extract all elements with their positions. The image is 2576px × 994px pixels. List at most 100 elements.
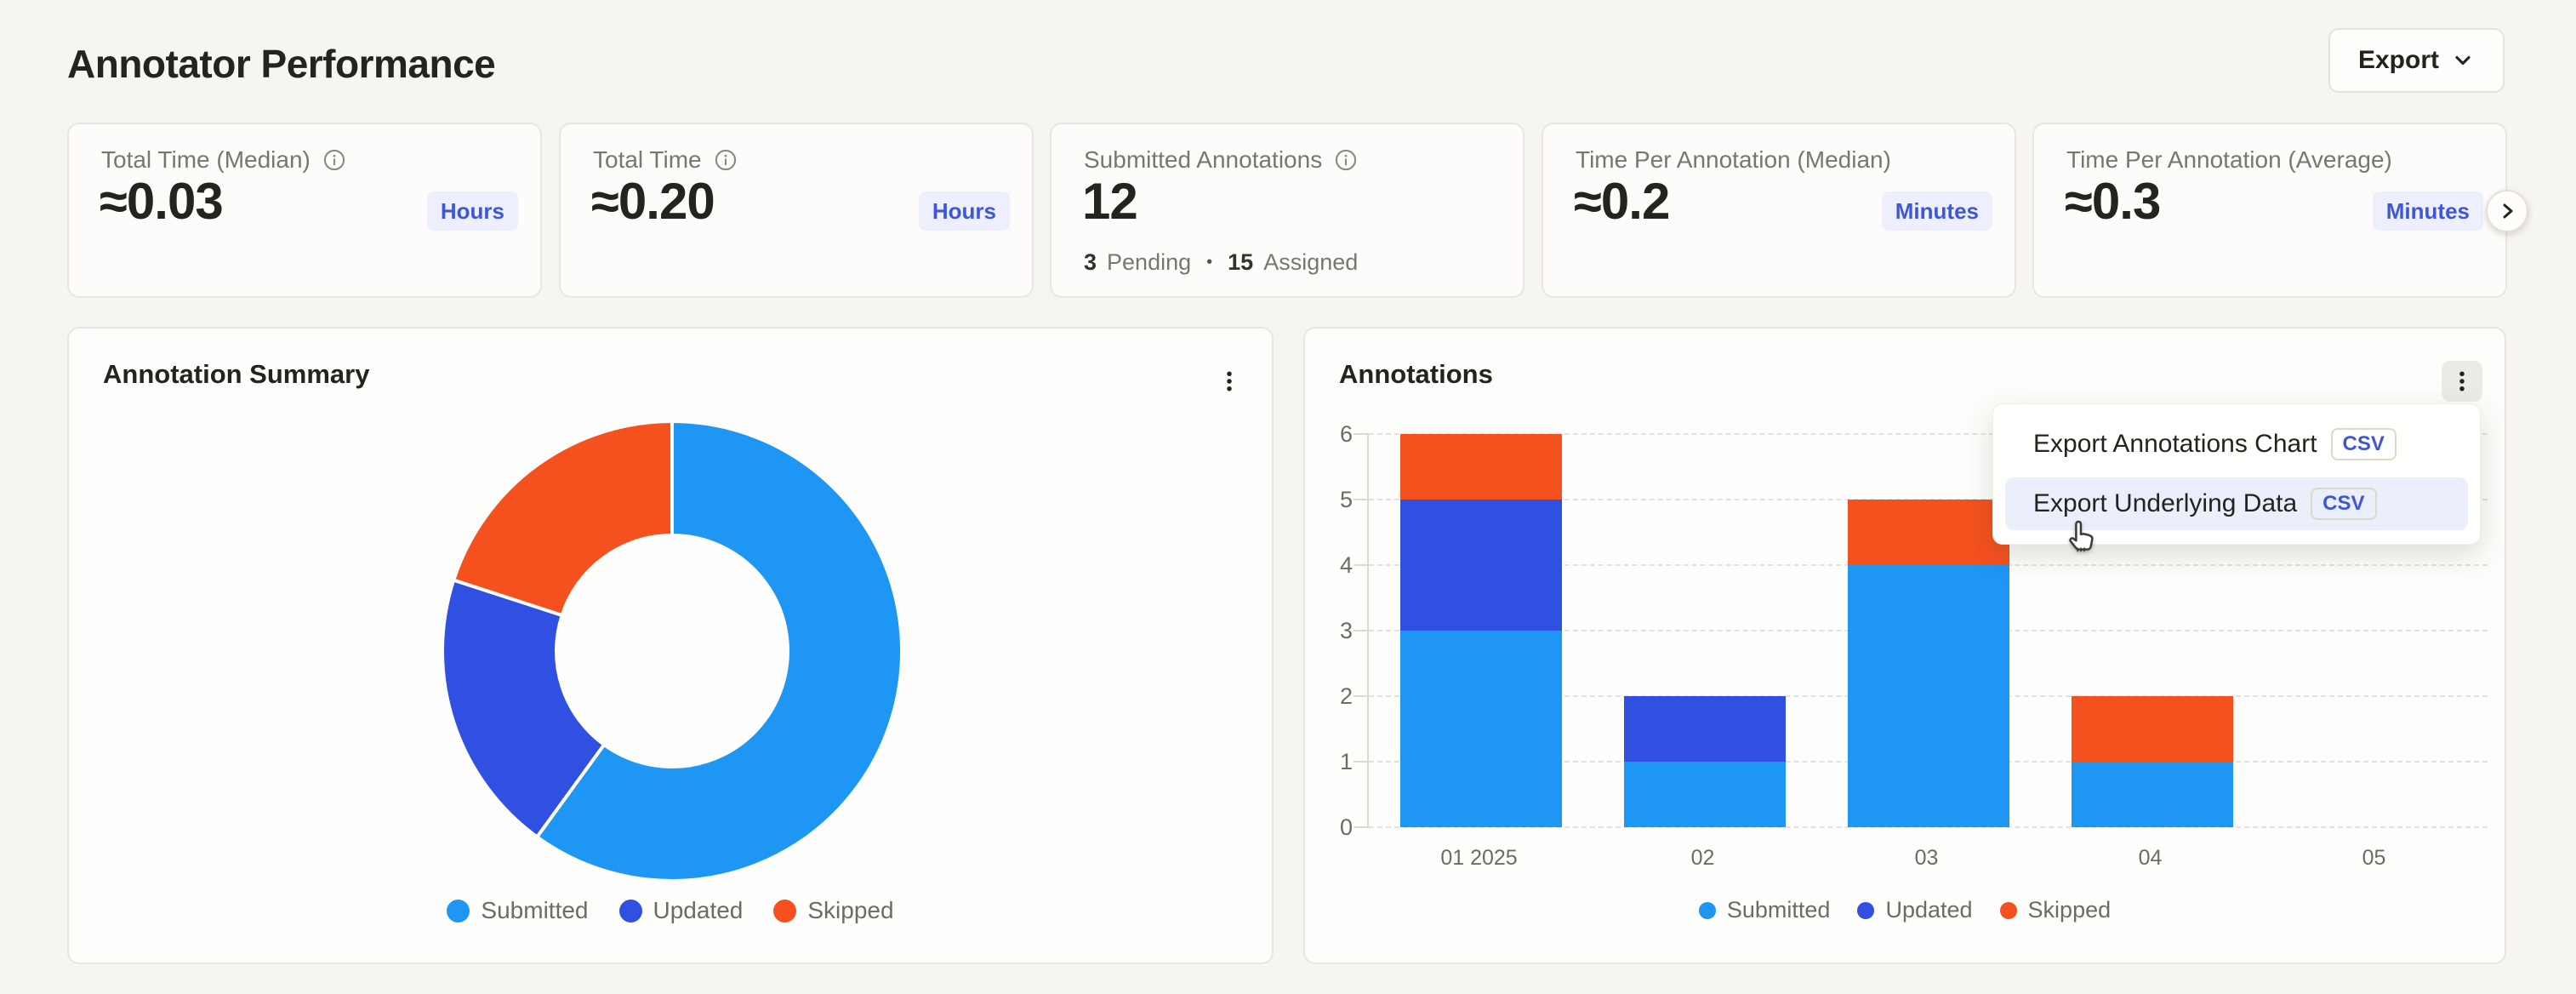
annotations-menu-button[interactable] bbox=[2442, 361, 2482, 402]
hand-cursor-icon bbox=[2062, 517, 2101, 557]
tick-y-0 bbox=[1354, 826, 1369, 828]
skipped-color-dot bbox=[1999, 901, 2017, 919]
annotation-summary-card: Annotation Summary Submitted Updated Ski… bbox=[67, 327, 1274, 964]
info-icon[interactable] bbox=[1334, 148, 1358, 172]
assigned-count: 15 bbox=[1228, 249, 1254, 275]
legend-label: Skipped bbox=[807, 897, 894, 923]
x-tick-label-02: 02 bbox=[1690, 846, 1715, 870]
kpi-footer: 3 Pending • 15 Assigned bbox=[1084, 249, 1358, 276]
kpi-value: 12 bbox=[1082, 173, 1138, 230]
kpi-card-time-per-annotation-median: Time Per Annotation (Median) ≈0.2 Minute… bbox=[1542, 123, 2016, 298]
export-button-label: Export bbox=[2357, 46, 2439, 74]
legend-label: Updated bbox=[653, 897, 744, 923]
bar-segment-submitted[interactable] bbox=[1399, 631, 1562, 827]
menu-item-export-annotations-chart[interactable]: Export Annotations Chart CSV bbox=[2005, 418, 2468, 471]
legend-item-skipped[interactable]: Skipped bbox=[773, 897, 894, 924]
annotations-title: Annotations bbox=[1339, 359, 1493, 389]
tick-y-6 bbox=[1354, 433, 1369, 435]
bar-02[interactable] bbox=[1623, 696, 1786, 827]
kpi-unit-badge: Hours bbox=[426, 191, 518, 231]
legend-item-updated[interactable]: Updated bbox=[618, 897, 744, 924]
menu-item-label: Export Underlying Data bbox=[2033, 489, 2298, 517]
x-tick-label-04: 04 bbox=[2138, 846, 2163, 870]
kpi-value: ≈0.2 bbox=[1574, 173, 1670, 230]
carousel-next-button[interactable] bbox=[2486, 190, 2528, 232]
x-tick-label-05: 05 bbox=[2362, 846, 2386, 870]
legend-item-submitted[interactable]: Submitted bbox=[447, 897, 589, 924]
kpi-label: Time Per Annotation (Median) bbox=[1576, 146, 1891, 173]
bar-segment-submitted[interactable] bbox=[2071, 762, 2233, 827]
legend-item-skipped[interactable]: Skipped bbox=[1999, 897, 2112, 923]
kpi-card-total-time: Total Time ≈0.20 Hours bbox=[559, 123, 1034, 298]
bar-segment-skipped[interactable] bbox=[2071, 696, 2233, 762]
kpi-value: ≈0.03 bbox=[100, 173, 224, 230]
y-tick-label-6: 6 bbox=[1339, 421, 1353, 447]
y-tick-label-2: 2 bbox=[1339, 683, 1353, 709]
kpi-label: Total Time (Median) bbox=[101, 146, 311, 173]
x-tick-label-01-2025: 01 2025 bbox=[1440, 846, 1518, 870]
donut-segment-skipped[interactable] bbox=[451, 419, 674, 618]
info-icon[interactable] bbox=[714, 148, 738, 172]
bar-01-2025[interactable] bbox=[1399, 434, 1562, 827]
bar-segment-updated[interactable] bbox=[1399, 500, 1562, 631]
legend-label: Skipped bbox=[2027, 897, 2112, 923]
kebab-icon bbox=[2449, 368, 2475, 394]
chevron-down-icon bbox=[2451, 49, 2475, 72]
skipped-color-dot bbox=[773, 899, 797, 923]
kpi-card-submitted-annotations: Submitted Annotations 12 3 Pending • 15 … bbox=[1050, 123, 1525, 298]
bar-segment-skipped[interactable] bbox=[1399, 434, 1562, 500]
chevron-right-icon bbox=[2497, 201, 2517, 221]
tick-y-4 bbox=[1354, 563, 1369, 566]
bar-03[interactable] bbox=[1847, 500, 2009, 827]
kpi-card-time-per-annotation-average: Time Per Annotation (Average) ≈0.3 Minut… bbox=[2032, 123, 2507, 298]
page-title: Annotator Performance bbox=[67, 42, 496, 86]
tick-y-3 bbox=[1354, 630, 1369, 631]
annotation-summary-donut-chart[interactable] bbox=[434, 413, 910, 889]
y-tick-label-0: 0 bbox=[1339, 814, 1353, 840]
gridline-y-0 bbox=[1369, 826, 2488, 828]
pending-count: 3 bbox=[1084, 249, 1097, 275]
annotations-bar-chart[interactable] bbox=[1354, 433, 2488, 828]
assigned-label: Assigned bbox=[1263, 249, 1359, 275]
submitted-color-dot bbox=[1698, 901, 1716, 919]
menu-item-label: Export Annotations Chart bbox=[2033, 430, 2317, 458]
kpi-label: Total Time bbox=[593, 146, 702, 173]
menu-item-export-underlying-data[interactable]: Export Underlying Data CSV bbox=[2005, 477, 2468, 530]
donut-segment-submitted[interactable] bbox=[534, 419, 903, 883]
updated-color-dot bbox=[1857, 901, 1875, 919]
kpi-value: ≈0.20 bbox=[591, 173, 715, 230]
export-dropdown-menu: Export Annotations Chart CSV Export Unde… bbox=[1992, 403, 2481, 545]
legend-item-updated[interactable]: Updated bbox=[1857, 897, 1973, 923]
bar-segment-submitted[interactable] bbox=[1847, 565, 2009, 827]
legend-label: Submitted bbox=[481, 897, 589, 923]
pending-label: Pending bbox=[1107, 249, 1192, 275]
kpi-unit-badge: Hours bbox=[918, 191, 1010, 231]
submitted-color-dot bbox=[447, 899, 470, 923]
bar-04[interactable] bbox=[2071, 696, 2233, 827]
gridline-y-5 bbox=[1369, 498, 2488, 500]
annotation-summary-title: Annotation Summary bbox=[103, 359, 370, 389]
legend-item-submitted[interactable]: Submitted bbox=[1698, 897, 1831, 923]
y-tick-label-1: 1 bbox=[1339, 749, 1353, 774]
annotation-summary-menu-button[interactable] bbox=[1209, 361, 1250, 402]
donut-segment-updated[interactable] bbox=[441, 578, 607, 840]
bar-segment-updated[interactable] bbox=[1623, 696, 1786, 762]
kpi-label: Submitted Annotations bbox=[1084, 146, 1323, 173]
tick-y-2 bbox=[1354, 694, 1369, 697]
kpi-unit-badge: Minutes bbox=[2372, 191, 2483, 231]
kpi-unit-badge: Minutes bbox=[1881, 191, 1992, 231]
bar-segment-skipped[interactable] bbox=[1847, 500, 2009, 565]
kpi-value: ≈0.3 bbox=[2065, 173, 2161, 230]
legend-label: Submitted bbox=[1726, 897, 1831, 923]
csv-badge: CSV bbox=[2311, 488, 2377, 520]
bar-segment-submitted[interactable] bbox=[1623, 762, 1786, 827]
kpi-label: Time Per Annotation (Average) bbox=[2066, 146, 2392, 173]
bar-legend: Submitted Updated Skipped bbox=[1305, 897, 2505, 923]
kpi-card-total-time-median: Total Time (Median) ≈0.03 Hours bbox=[67, 123, 542, 298]
x-tick-label-03: 03 bbox=[1914, 846, 1939, 870]
export-button[interactable]: Export bbox=[2328, 28, 2505, 93]
info-icon[interactable] bbox=[322, 148, 346, 172]
kebab-icon bbox=[1217, 368, 1242, 394]
y-tick-label-3: 3 bbox=[1339, 618, 1353, 643]
